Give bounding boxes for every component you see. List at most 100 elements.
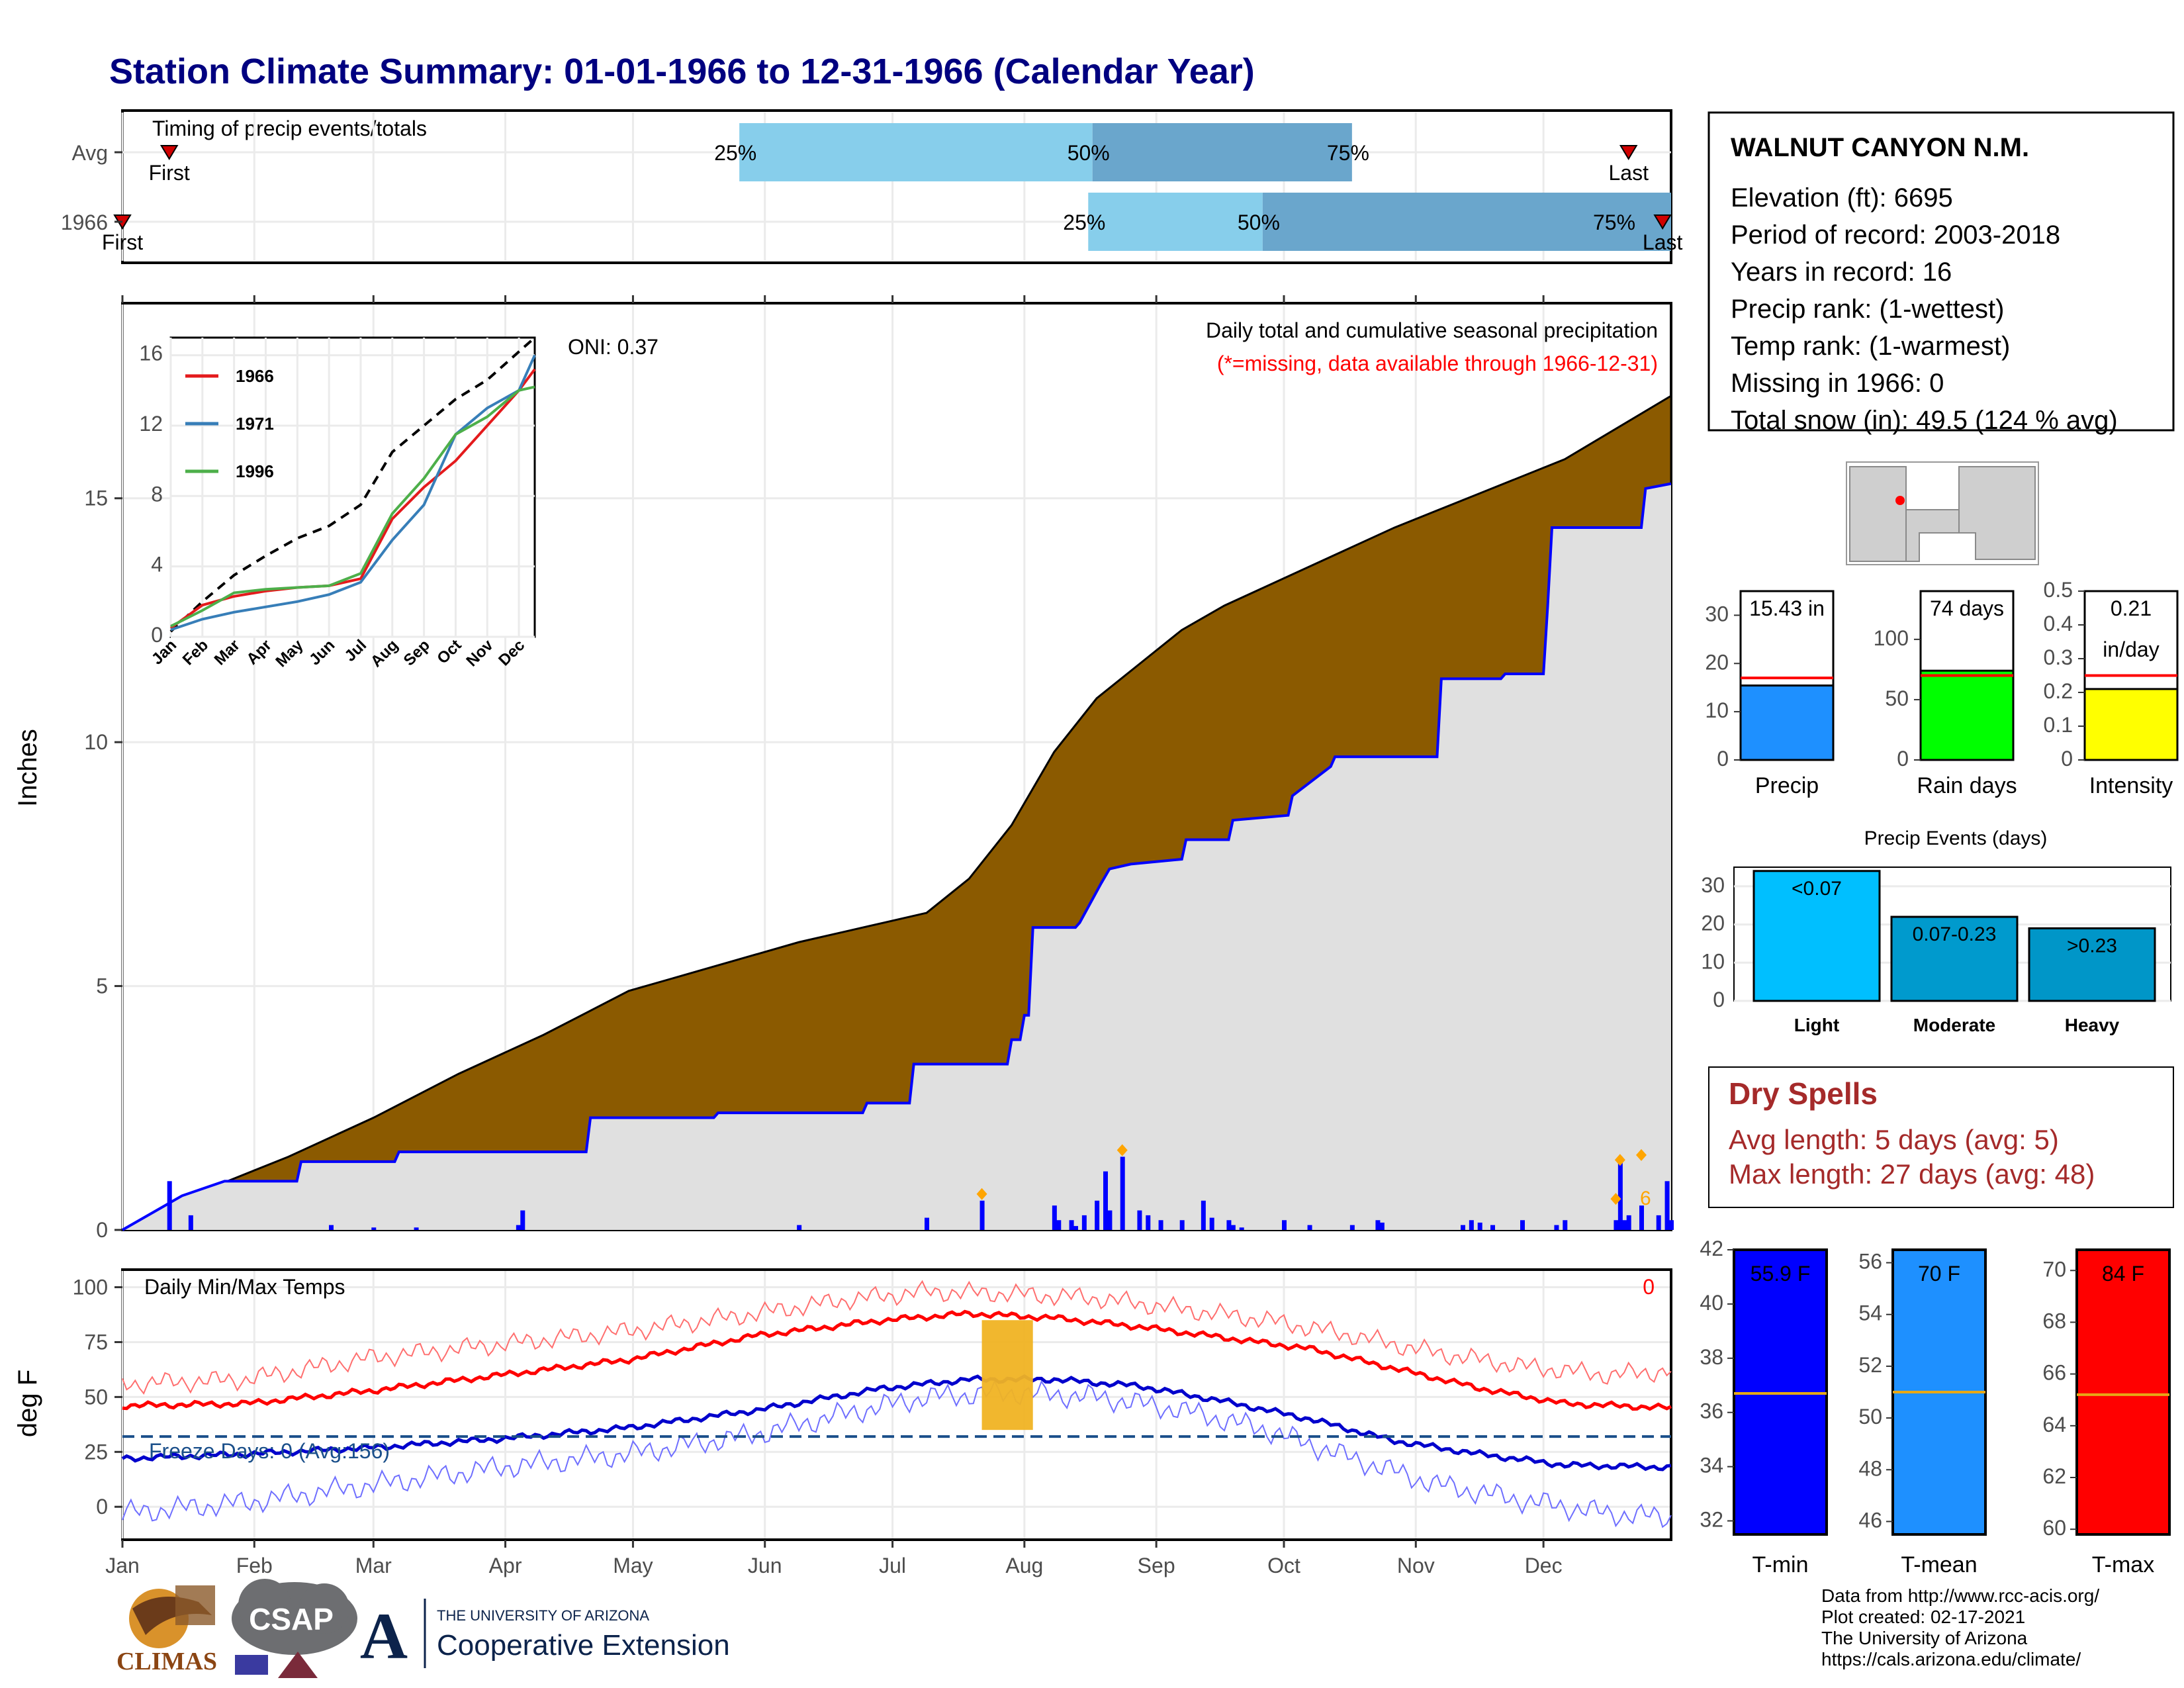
daily-precip-bar — [1563, 1220, 1568, 1230]
ua-small-text: THE UNIVERSITY OF ARIZONA — [437, 1607, 649, 1624]
summary-tick-label: 0.5 — [2044, 578, 2073, 602]
summary-tick-label: 20 — [1705, 650, 1729, 674]
inset-avg-line — [169, 336, 536, 633]
summary-label-precip: Precip — [1755, 773, 1819, 798]
timing-title: Timing of precip events/totals — [152, 117, 427, 140]
daily-precip-bar — [1379, 1222, 1385, 1230]
footer-credits: Data from http://www.rcc-acis.org/ Plot … — [1821, 1585, 2099, 1669]
daily-precip-bar — [1230, 1225, 1236, 1230]
footer-line-data: Data from http://www.rcc-acis.org/ — [1821, 1585, 2099, 1606]
summary-tick-label: 30 — [1705, 602, 1729, 626]
daily-precip-bar — [167, 1181, 172, 1230]
daily-precip-bar — [1664, 1181, 1670, 1230]
heavy-precip-marker — [1636, 1149, 1647, 1161]
daily-precip-bar — [1375, 1220, 1381, 1230]
daily-precip-bar — [1617, 1156, 1623, 1230]
month-axis-label: Sep — [1138, 1554, 1175, 1577]
events-tick-label: 20 — [1701, 912, 1725, 935]
summary-tick-label: 0.4 — [2044, 612, 2073, 635]
timing-panel: Timing of precip events/totals 25% 50% 75%… — [61, 109, 1682, 264]
temp-bar-tick-label: 40 — [1700, 1291, 1723, 1315]
summary-tick-label: 0 — [2061, 747, 2073, 771]
daily-precip-bar — [1622, 1220, 1627, 1230]
summary-value-unit: in/day — [2103, 637, 2159, 661]
summary-tick-label: 0.3 — [2044, 645, 2073, 669]
daily-precip-bar — [414, 1227, 419, 1230]
summary-value-label: 15.43 in — [1749, 596, 1825, 620]
daily-precip-bar — [1626, 1215, 1631, 1230]
daily-precip-bar — [1146, 1215, 1151, 1230]
tmax-avg-line — [122, 1309, 1672, 1411]
precip-events-chart: Precip Events (days) 0 10 20 30 <0.07 Light 0.… — [1701, 827, 2171, 1035]
summary-label-intensity: Intensity — [2089, 773, 2173, 798]
temp-bar-tick-label: 48 — [1858, 1456, 1882, 1480]
temp-bar-tick-label: 42 — [1700, 1237, 1723, 1260]
inset-legend-label: 1971 — [236, 414, 274, 434]
daily-precip-bar — [1349, 1225, 1355, 1230]
summary-tick-label: 0.1 — [2044, 713, 2073, 737]
heavy-precip-marker — [1116, 1144, 1128, 1156]
station-location-dot — [1895, 496, 1905, 505]
daily-precip-bar — [1669, 1220, 1674, 1230]
events-tick-label: 10 — [1701, 949, 1725, 973]
daily-precip-bar — [1107, 1210, 1113, 1230]
daily-precip-bar — [1639, 1205, 1644, 1230]
temp-bar-label: T-mean — [1901, 1552, 1977, 1577]
precip-ytick-label: 0 — [96, 1218, 108, 1242]
location-map — [1846, 461, 2039, 565]
temp-frame — [121, 1268, 1672, 1541]
month-axis-label: Nov — [1397, 1554, 1435, 1577]
daily-precip-bar — [1056, 1220, 1062, 1230]
first-event-marker — [159, 145, 179, 160]
daily-precip-bar — [1226, 1220, 1232, 1230]
summary-bar-precip — [1739, 684, 1835, 761]
daily-precip-bar — [1179, 1220, 1185, 1230]
last-event-marker — [1619, 145, 1638, 160]
first-event-label: First — [102, 230, 143, 254]
last-event-marker — [1653, 214, 1672, 230]
temp-bar-tick-label: 38 — [1700, 1345, 1723, 1369]
station-line-precip-rank: Precip rank: (1-wettest) — [1731, 295, 2004, 324]
temp-bar-label: T-max — [2092, 1552, 2154, 1577]
footer-line-url: https://cals.arizona.edu/climate/ — [1821, 1649, 2081, 1669]
temp-bar-tick-label: 52 — [1858, 1353, 1882, 1377]
temp-bar-t-max — [2075, 1248, 2171, 1536]
timing-p50-label: 50% — [1068, 141, 1110, 165]
heavy-precip-marker — [1614, 1154, 1625, 1166]
daily-precip-bar — [1307, 1225, 1312, 1230]
timing-bar-upper — [1092, 123, 1352, 181]
daily-precip-bar — [1461, 1225, 1465, 1230]
station-line-missing: Missing in 1966: 0 — [1731, 369, 1944, 398]
inset-legend-label: 1966 — [236, 366, 274, 386]
summary-tick-label: 100 — [1874, 626, 1909, 650]
first-event-label: First — [149, 161, 190, 185]
daily-precip-bar — [1209, 1217, 1214, 1230]
daily-precip-bar — [1282, 1220, 1287, 1230]
ua-big-text: Cooperative Extension — [437, 1629, 730, 1662]
inset-ytick-label: 16 — [139, 342, 163, 365]
month-axis-label: Aug — [1005, 1554, 1043, 1577]
daily-precip-bar — [1239, 1227, 1244, 1230]
precip-ytick-label: 10 — [84, 730, 108, 754]
events-category-label: Moderate — [1913, 1015, 1995, 1035]
daily-precip-bar — [1069, 1220, 1074, 1230]
daily-precip-bar — [1081, 1215, 1087, 1230]
temp-ytick-label: 50 — [84, 1385, 108, 1409]
temp-bar-tick-label: 66 — [2042, 1361, 2066, 1385]
temp-bar-tick-label: 70 — [2042, 1257, 2066, 1281]
precip-ylabel: Inches — [13, 729, 42, 807]
temp-ytick-label: 100 — [73, 1276, 108, 1299]
dry-spells-avg: Avg length: 5 days (avg: 5) — [1729, 1124, 2059, 1155]
station-frame — [1707, 111, 2175, 432]
daily-precip-bar — [1469, 1220, 1474, 1230]
month-axis-label: Dec — [1525, 1554, 1563, 1577]
temp-bar-tick-label: 60 — [2042, 1516, 2066, 1540]
daily-precip-bar — [1614, 1220, 1619, 1230]
timing-p25-label: 25% — [1063, 211, 1105, 234]
tmin-avg-line — [121, 1374, 1672, 1472]
csap-logo: CSAP — [232, 1579, 357, 1678]
inset-ytick-label: 12 — [139, 412, 163, 436]
timing-p75-label: 75% — [1593, 211, 1635, 234]
temp-bar-tick-label: 68 — [2042, 1309, 2066, 1333]
